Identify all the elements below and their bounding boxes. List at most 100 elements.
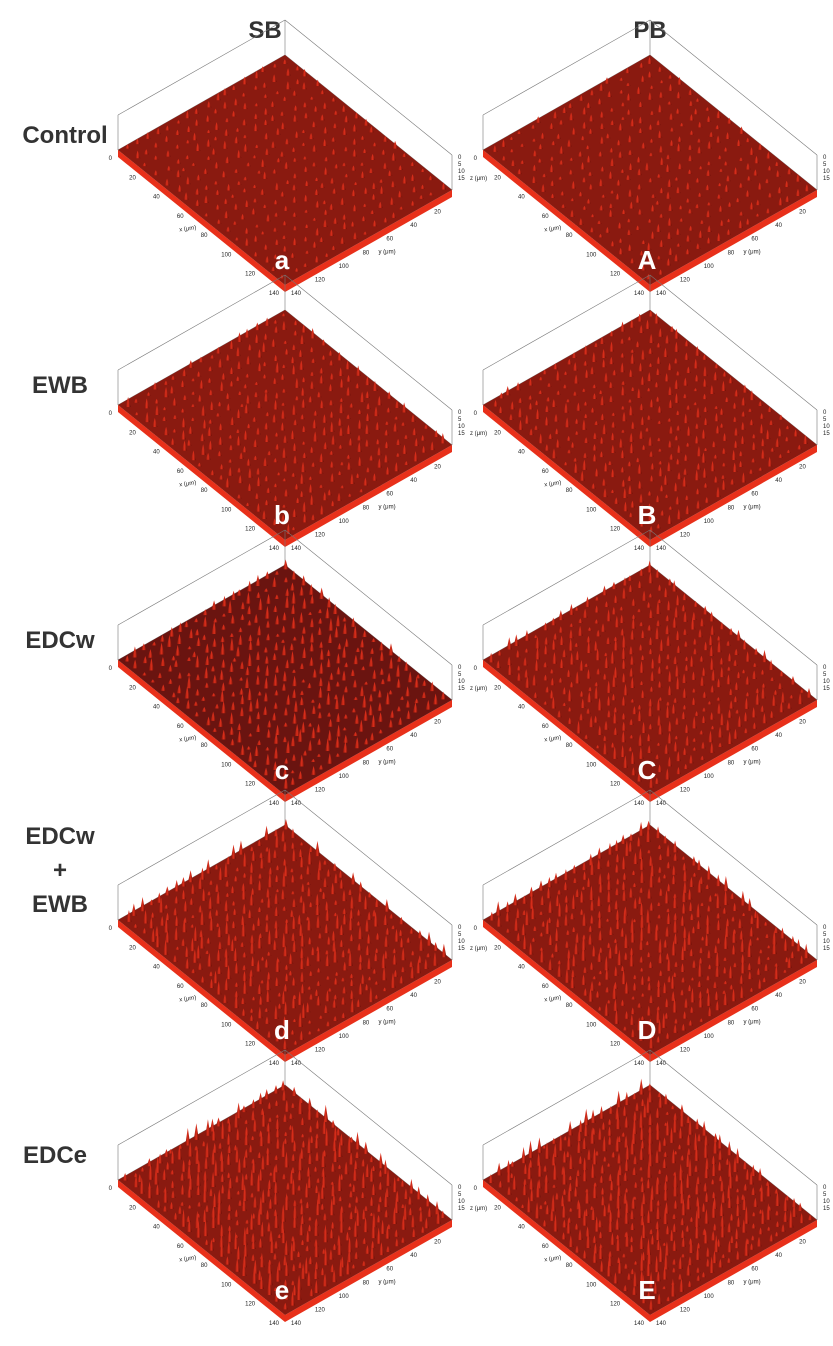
x-tick-label: 0 (474, 1186, 478, 1192)
y-tick-label: 60 (386, 492, 393, 498)
x-tick-label: 140 (634, 1321, 645, 1327)
x-tick-label: 120 (245, 782, 256, 788)
y-tick-label: 20 (799, 210, 806, 216)
x-tick-label: 100 (221, 252, 232, 258)
x-tick-label: 100 (221, 1282, 232, 1288)
surface-peak (283, 819, 288, 829)
surface-peak (568, 1121, 573, 1136)
y-tick-label: 140 (291, 1321, 302, 1327)
y-axis-label: y (μm) (744, 1280, 761, 1286)
y-axis-label: y (μm) (379, 760, 396, 766)
x-tick-label: 20 (129, 175, 136, 181)
y-axis-label: y (μm) (379, 1280, 396, 1286)
surface-panel: 0204060801001201402040608010012014005101… (474, 1050, 833, 1327)
x-tick-label: 60 (542, 214, 549, 220)
y-tick-label: 100 (339, 774, 350, 780)
x-tick-label: 80 (566, 1263, 573, 1269)
row-label: EDCw (25, 823, 95, 850)
x-tick-label: 100 (586, 1282, 597, 1288)
x-tick-label: 20 (494, 430, 501, 436)
x-tick-label: 80 (566, 1003, 573, 1009)
x-tick-label: 60 (542, 469, 549, 475)
y-tick-label: 120 (315, 1307, 326, 1313)
panel-letter: A (638, 245, 657, 275)
z-tick-label: 0 (458, 155, 462, 161)
y-tick-label: 40 (410, 223, 417, 229)
y-tick-label: 80 (728, 1280, 735, 1286)
y-tick-label: 60 (751, 747, 758, 753)
panel-letter: e (275, 1275, 289, 1305)
z-tick-label: 15 (458, 431, 465, 437)
y-tick-label: 60 (386, 747, 393, 753)
z-tick-label: 0 (823, 155, 827, 161)
x-tick-label: 140 (269, 291, 280, 297)
surface-peak (140, 897, 145, 911)
x-tick-label: 100 (586, 252, 597, 258)
x-tick-label: 0 (474, 926, 478, 932)
z-tick-label: 15 (823, 686, 830, 692)
x-tick-label: 80 (201, 233, 208, 239)
y-tick-label: 120 (680, 787, 691, 793)
surface-peak (264, 826, 269, 841)
x-tick-label: 140 (634, 801, 645, 807)
x-tick-label: 40 (518, 1225, 525, 1231)
z-tick-label: 5 (823, 672, 827, 678)
y-tick-label: 80 (728, 760, 735, 766)
z-tick-label: 0 (458, 925, 462, 931)
surface-peak (231, 845, 236, 859)
y-tick-label: 100 (339, 519, 350, 525)
y-tick-label: 40 (775, 478, 782, 484)
surface-panel: 0204060801001201402040608010012014005101… (474, 20, 833, 297)
x-tick-label: 140 (634, 546, 645, 552)
x-tick-label: 80 (201, 1003, 208, 1009)
x-tick-label: 20 (494, 175, 501, 181)
y-tick-label: 80 (363, 505, 370, 511)
surface-peak (355, 1132, 360, 1150)
y-tick-label: 100 (339, 264, 350, 270)
z-tick-label: 15 (823, 431, 830, 437)
x-tick-label: 40 (153, 1225, 160, 1231)
z-tick-label: 0 (458, 1185, 462, 1191)
y-tick-label: 100 (339, 1294, 350, 1300)
surface-peak (513, 893, 518, 905)
y-tick-label: 20 (799, 465, 806, 471)
surface-peak (507, 637, 512, 649)
z-tick-label: 15 (823, 176, 830, 182)
y-tick-label: 120 (315, 532, 326, 538)
y-tick-label: 20 (799, 980, 806, 986)
surface-panel: 0204060801001201402040608010012014005101… (474, 275, 833, 552)
x-axis-label: x (μm) (179, 1255, 197, 1263)
x-axis-label: x (μm) (179, 480, 197, 488)
x-tick-label: 20 (129, 945, 136, 951)
x-tick-label: 120 (245, 1302, 256, 1308)
y-tick-label: 100 (704, 1034, 715, 1040)
y-tick-label: 80 (363, 250, 370, 256)
x-tick-label: 60 (542, 724, 549, 730)
z-tick-label: 0 (823, 410, 827, 416)
x-tick-label: 140 (269, 1061, 280, 1067)
row-label: EWB (32, 891, 88, 918)
y-tick-label: 140 (656, 1321, 667, 1327)
x-tick-label: 20 (129, 1205, 136, 1211)
y-tick-label: 100 (704, 519, 715, 525)
z-tick-label: 5 (823, 417, 827, 423)
x-axis-label: x (μm) (179, 225, 197, 233)
panel-letter: D (638, 1015, 657, 1045)
x-tick-label: 120 (610, 782, 621, 788)
x-tick-label: 140 (269, 546, 280, 552)
row-label: Control (22, 122, 107, 149)
x-tick-label: 40 (153, 705, 160, 711)
x-tick-label: 60 (542, 984, 549, 990)
y-tick-label: 100 (704, 774, 715, 780)
x-tick-label: 140 (634, 291, 645, 297)
surface-peak (538, 880, 543, 890)
y-tick-label: 60 (386, 237, 393, 243)
z-tick-label: 5 (458, 932, 462, 938)
surface-peak (616, 1091, 621, 1108)
z-tick-label: 0 (823, 925, 827, 931)
panel-letter: B (638, 500, 657, 530)
x-axis-label: x (μm) (544, 1255, 562, 1263)
surface-peak (740, 891, 745, 906)
surface-panel: 0204060801001201402040608010012014005101… (109, 275, 487, 552)
x-tick-label: 80 (566, 743, 573, 749)
